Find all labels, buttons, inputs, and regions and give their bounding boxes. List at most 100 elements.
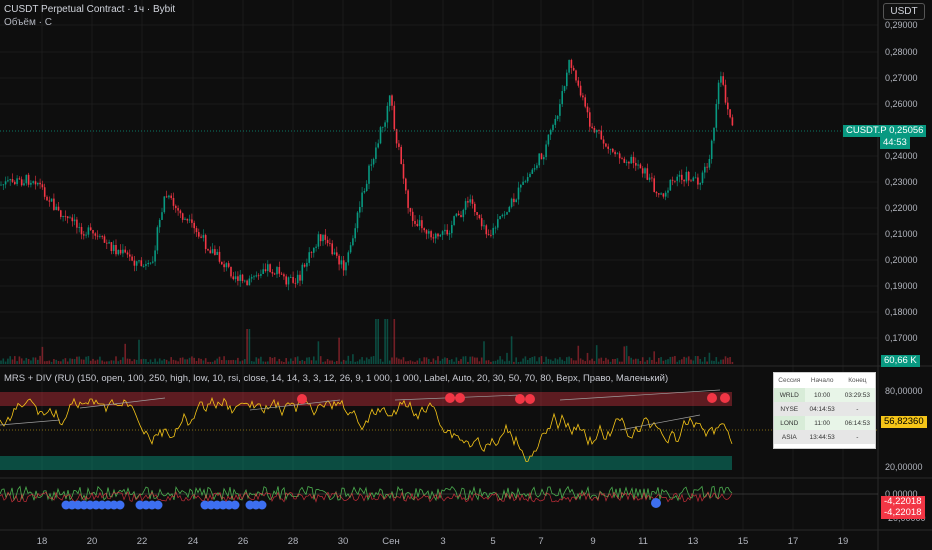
volume-bar	[434, 360, 437, 364]
volume-bar	[635, 358, 637, 364]
candle-body	[2, 184, 5, 186]
candle-body	[591, 126, 593, 128]
volume-bar	[572, 360, 575, 364]
candle-body	[377, 143, 379, 148]
candle-body	[600, 130, 603, 140]
volume-bar	[598, 358, 600, 364]
candle-body	[476, 212, 478, 216]
candle-body	[582, 95, 584, 98]
session-row: LOND 11:00 06:14:53	[774, 416, 875, 430]
candle-body	[384, 122, 386, 127]
candle-body	[478, 215, 481, 219]
volume-bar	[204, 358, 207, 364]
volume-bar	[299, 360, 301, 364]
candle-body	[637, 164, 639, 166]
session-row: ASIA 13:44:53 -	[774, 430, 875, 444]
candle-body	[191, 219, 193, 223]
signal-dot	[720, 393, 730, 403]
volume-bar	[464, 356, 467, 364]
indicator-title[interactable]: MRS + DIV (RU) (150, open, 100, 250, hig…	[4, 373, 669, 384]
time-label: 11	[638, 536, 648, 547]
volume-bar	[188, 357, 191, 364]
candle-body	[554, 118, 557, 125]
volume-bar	[623, 346, 626, 364]
col-end: Конец	[848, 377, 867, 384]
price-tick: 0,18000	[885, 307, 918, 317]
candle-body	[27, 174, 30, 185]
candle-body	[198, 232, 200, 237]
candle-body	[326, 239, 329, 244]
time-label: 28	[288, 536, 299, 547]
currency-button[interactable]: USDT	[883, 3, 925, 20]
candle-body	[409, 207, 412, 212]
candle-body	[315, 246, 317, 248]
candle-body	[370, 164, 373, 166]
candle-body	[359, 207, 361, 213]
candle-body	[264, 269, 267, 272]
chart-title[interactable]: CUSDT Perpetual Contract · 1ч · Bybit	[4, 4, 176, 15]
volume-bar	[361, 357, 363, 364]
candle-body	[644, 168, 646, 174]
candle-body	[170, 195, 172, 198]
volume-bar	[20, 358, 23, 364]
volume-bar	[260, 356, 262, 364]
volume-bar	[16, 361, 18, 364]
volume-bar	[122, 357, 124, 364]
candle-body	[540, 153, 543, 160]
volume-bar	[43, 361, 46, 364]
volume-bar	[71, 358, 74, 364]
candle-body	[446, 229, 448, 235]
volume-bar	[267, 361, 269, 364]
oversold-band	[0, 456, 732, 470]
volume-bar	[78, 356, 80, 364]
candle-body	[676, 176, 678, 181]
volume-bar	[621, 361, 623, 364]
candle-body	[108, 242, 110, 244]
volume-bar	[285, 358, 287, 364]
time-label: 19	[838, 536, 849, 547]
volume-bar	[382, 361, 384, 364]
candle-body	[294, 282, 297, 284]
volume-bar	[480, 357, 483, 364]
volume-bar	[727, 357, 729, 364]
candle-body	[262, 269, 264, 274]
volume-bar	[96, 359, 99, 364]
volume-bar	[492, 361, 494, 364]
volume-bar	[600, 357, 603, 364]
candle-body	[106, 242, 108, 244]
candle-body	[89, 227, 92, 231]
volume-bar	[391, 357, 393, 364]
candle-body	[678, 174, 681, 177]
volume-bar	[428, 358, 430, 364]
candle-body	[545, 144, 547, 158]
volume-bar	[708, 352, 711, 364]
symbol-price-badge: CUSDT.P 0,25056	[843, 125, 927, 137]
volume-bar	[487, 360, 490, 364]
candle-body	[11, 179, 14, 182]
candle-body	[402, 163, 405, 179]
candle-body	[437, 233, 439, 237]
volume-bar	[319, 356, 322, 364]
candle-body	[572, 67, 575, 71]
time-label: 24	[188, 536, 199, 547]
candle-body	[41, 184, 44, 188]
volume-bar	[520, 361, 522, 364]
volume-bar	[713, 360, 715, 364]
candle-body	[715, 103, 718, 128]
candle-body	[430, 231, 432, 238]
candle-body	[462, 209, 465, 218]
candle-body	[62, 215, 64, 217]
time-label: Сен	[382, 536, 399, 547]
volume-bar	[467, 361, 469, 364]
volume-bar	[522, 358, 524, 364]
time-label: 3	[440, 536, 445, 547]
candle-body	[487, 234, 490, 236]
candle-body	[625, 161, 628, 163]
volume-bar	[23, 360, 25, 364]
candle-body	[69, 217, 71, 219]
candle-body	[96, 235, 99, 237]
volume-legend[interactable]: Объём · С	[4, 17, 52, 28]
volume-bar	[526, 359, 529, 364]
volume-bar	[329, 360, 331, 364]
